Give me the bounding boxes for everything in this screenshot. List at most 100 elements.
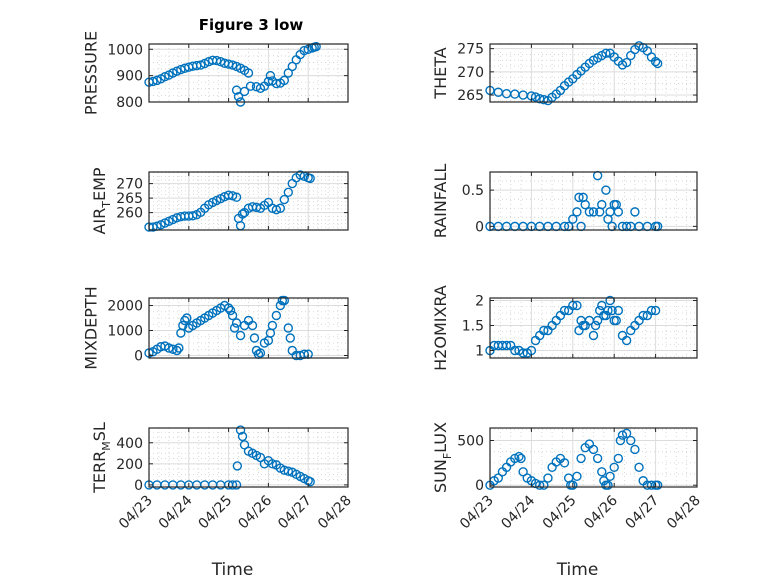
data-point <box>235 220 246 231</box>
data-point <box>611 315 621 326</box>
data-point <box>652 480 663 490</box>
data-point <box>178 320 188 331</box>
data-point <box>568 480 578 490</box>
subplot-rainfall: 0 0.5 RAINFALL <box>431 164 698 239</box>
data-point <box>609 462 619 473</box>
data-point <box>518 348 528 358</box>
data-point <box>580 199 590 210</box>
x-tick-label: 04/26 <box>581 492 621 532</box>
data-point <box>172 345 182 356</box>
data-point <box>646 305 657 316</box>
data-point <box>590 320 601 331</box>
data-point <box>539 94 549 105</box>
x-tick-label: 04/25 <box>196 493 236 533</box>
data-point <box>650 305 661 316</box>
data-point <box>305 173 315 184</box>
y-tick-label: 800 <box>116 95 143 111</box>
y-tick-label: 500 <box>457 434 484 450</box>
y-tick-label: 2000 <box>107 299 143 315</box>
data-point <box>231 192 242 202</box>
y-tick-label: 0 <box>134 349 143 365</box>
data-point <box>597 300 607 311</box>
data-point <box>603 305 613 316</box>
x-tick-label: 04/23 <box>457 493 497 533</box>
data-point <box>231 318 242 328</box>
data-point <box>574 192 584 203</box>
data-point <box>605 471 615 481</box>
data-point <box>501 88 512 99</box>
y-tick-label: 900 <box>116 69 143 85</box>
data-point <box>229 323 240 333</box>
x-tick-label: 04/28 <box>315 493 355 533</box>
data-point <box>621 335 632 346</box>
data-point <box>305 477 315 487</box>
y-axis-label: MIXDEPTH <box>82 286 101 369</box>
figure-title: Figure 3 low <box>199 16 304 34</box>
data-point <box>283 187 293 198</box>
data-point <box>592 453 603 464</box>
y-axis-label: RAINFALL <box>431 164 450 239</box>
y-tick-label: 275 <box>457 42 484 58</box>
data-point <box>652 58 663 69</box>
data-point <box>539 480 549 490</box>
data-point <box>572 207 582 217</box>
subplot-theta: 265 270 275 THETA <box>431 41 698 106</box>
data-point <box>237 431 248 442</box>
x-tick-label: 04/24 <box>156 492 196 532</box>
y-tick-label: 1000 <box>107 324 143 340</box>
y-axis-label: AIRTEMP <box>90 167 113 234</box>
data-point <box>607 305 617 316</box>
data-point <box>275 203 286 213</box>
data-point <box>588 330 599 341</box>
y-axis-label: SUNFLUX <box>431 422 454 493</box>
data-point <box>227 310 238 321</box>
data-point <box>493 473 503 483</box>
y-tick-label: 0.5 <box>462 183 484 199</box>
data-point <box>559 458 570 468</box>
data-point <box>295 170 305 180</box>
data-point <box>601 310 611 321</box>
y-axis-label: THETA <box>431 47 450 99</box>
data-point <box>232 461 243 471</box>
y-tick-label: 260 <box>116 206 143 222</box>
subplot-pressure: 800 900 1000 PRESSURE <box>82 31 349 115</box>
axes-box <box>148 43 349 103</box>
y-tick-label: 270 <box>116 177 143 193</box>
series-pressure <box>144 41 321 107</box>
data-point <box>249 333 260 343</box>
data-point <box>174 343 184 353</box>
data-point <box>510 345 520 356</box>
data-point <box>510 89 520 99</box>
axes-box <box>489 171 698 231</box>
y-tick-label: 400 <box>116 436 143 452</box>
x-axis-label: Time <box>211 560 254 580</box>
y-tick-label: 265 <box>457 88 484 104</box>
data-point <box>182 313 192 323</box>
data-point <box>233 92 244 102</box>
x-tick-label: 04/27 <box>275 493 315 533</box>
y-tick-label: 0 <box>134 478 143 494</box>
data-point <box>613 305 624 316</box>
data-point <box>601 185 611 195</box>
data-point <box>285 333 295 343</box>
data-point <box>584 207 595 217</box>
axes-box <box>148 427 349 488</box>
data-point <box>267 320 278 331</box>
data-point <box>601 48 611 58</box>
x-tick-label: 04/25 <box>540 493 580 533</box>
data-point <box>516 453 526 464</box>
series-rainfall <box>485 170 663 232</box>
data-point <box>588 444 599 455</box>
series-sun-flux <box>485 428 663 490</box>
axes-box <box>489 297 698 359</box>
data-point <box>650 56 661 67</box>
data-point <box>235 330 246 341</box>
data-point <box>283 466 293 476</box>
data-point <box>225 305 236 316</box>
data-point <box>287 61 297 72</box>
data-point <box>245 81 256 91</box>
data-point <box>243 68 254 78</box>
